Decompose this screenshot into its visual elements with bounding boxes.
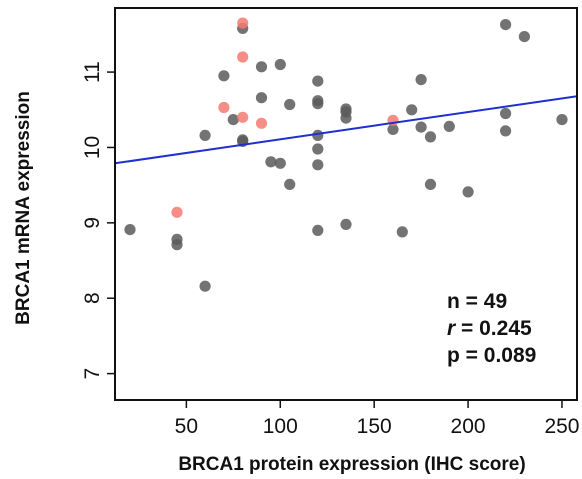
y-tick-label: 7 [81,368,104,380]
stat-r-value: = 0.245 [455,317,532,340]
data-point-gray [312,143,324,155]
stat-r: r = 0.245 [447,317,532,340]
x-axis-title: BRCA1 protein expression (IHC score) [178,454,525,475]
y-tick-label: 8 [81,292,104,304]
data-point-gray [274,157,286,169]
data-point-red [218,101,230,114]
data-point-gray [312,159,324,171]
data-point-gray [424,178,437,190]
data-point-gray [406,104,418,116]
regression-line [114,95,578,165]
data-point-gray [500,107,512,120]
data-point-gray [218,70,230,82]
x-tick-label: 50 [175,415,198,438]
x-axis: 50 100 150 200 250 [175,400,579,438]
data-point-gray [124,224,136,236]
data-point-gray [340,218,352,230]
data-point-gray [171,239,183,251]
y-tick-label: 9 [81,217,104,229]
data-points [124,17,568,292]
data-point-gray [227,114,239,126]
data-point-gray [396,226,408,238]
data-point-gray [274,58,286,71]
data-point-gray [443,120,455,132]
data-point-gray [284,178,296,190]
data-point-red [255,117,268,129]
x-tick-label: 200 [451,415,486,438]
plot-content [114,17,578,292]
data-point-gray [462,186,474,198]
y-axis-title: BRCA1 mRNA expression [13,91,34,325]
data-point-gray [556,114,568,126]
y-axis: 7 8 9 10 11 [81,61,115,379]
stat-n: n = 49 [447,290,507,313]
data-point-gray [415,74,427,86]
stat-p: p = 0.089 [447,344,536,367]
data-point-gray [312,75,324,87]
data-point-gray [255,61,268,73]
data-point-gray [518,30,531,43]
data-point-red [237,17,249,29]
data-point-gray [415,121,427,133]
plot-frame [114,7,578,401]
data-point-gray [199,129,211,141]
y-tick-label: 10 [81,136,104,159]
data-point-red [237,51,249,63]
data-point-gray [387,123,399,135]
y-tick-label: 11 [81,61,104,83]
data-point-gray [199,280,211,292]
data-point-gray [424,131,437,143]
data-point-gray [312,98,324,110]
data-point-gray [312,224,324,236]
data-point-gray [265,156,277,168]
data-point-gray [500,125,512,137]
x-tick-label: 250 [544,415,579,438]
x-tick-label: 100 [263,415,298,438]
data-point-gray [284,98,296,111]
data-point-gray [500,19,512,31]
data-point-red [237,111,249,123]
data-point-gray [255,92,268,104]
stat-r-symbol: r [447,317,457,340]
data-point-red [171,206,183,218]
data-point-gray [340,112,352,124]
x-tick-label: 150 [357,415,392,438]
